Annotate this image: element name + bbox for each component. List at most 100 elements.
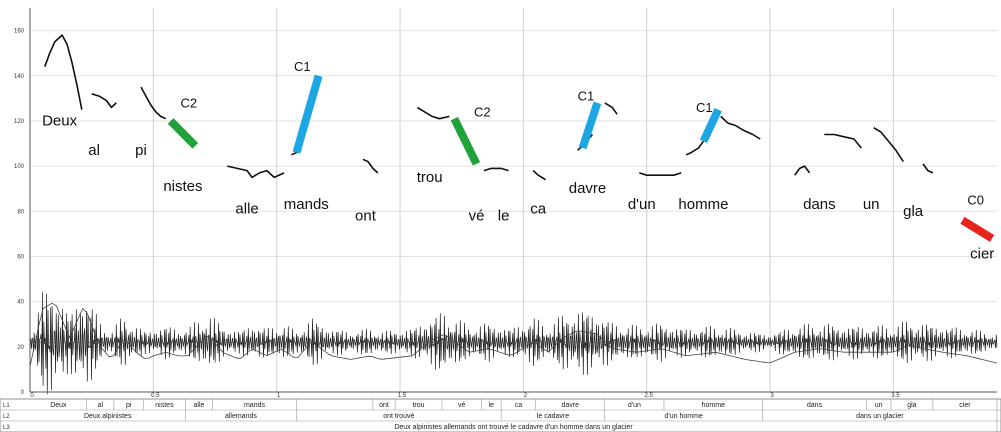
tier-label: L1 <box>3 403 10 409</box>
syllable-label: ont <box>355 207 377 224</box>
tier-cell: dans un glacier <box>856 413 904 420</box>
x-tick-label: 2.5 <box>645 393 654 399</box>
tier-cell: nistes <box>155 402 174 409</box>
syllable-label: le <box>498 207 510 224</box>
tier-cell: vé <box>458 402 466 409</box>
tier-cell: homme <box>702 402 725 409</box>
tier-cell: mands <box>244 402 266 409</box>
pitch-segment <box>91 93 117 109</box>
contour-label: C1 <box>578 89 595 104</box>
syllable-label: vé <box>469 207 485 224</box>
pitch-segment <box>922 163 934 174</box>
tier-cell: alle <box>194 402 205 409</box>
pitch-segment <box>639 172 682 176</box>
x-tick-label: 3.5 <box>891 393 900 399</box>
gridlines <box>29 8 997 393</box>
contour-bar <box>699 107 722 143</box>
x-tick-label: 3 <box>770 393 774 399</box>
x-tick-label: 0 <box>30 393 34 399</box>
syllable-label: trou <box>417 169 443 186</box>
syllable-label: al <box>88 142 100 159</box>
contour-bar <box>578 101 602 150</box>
pitch-segment <box>604 102 618 115</box>
tier-cell: un <box>875 402 883 409</box>
x-tick-label: 0.5 <box>151 393 160 399</box>
syllable-label: d'un <box>628 196 656 213</box>
pitch-segment <box>532 170 547 181</box>
syllable-label: dans <box>803 196 836 213</box>
y-tick-label: 60 <box>17 254 24 260</box>
syllable-label: pi <box>135 142 147 159</box>
x-tick-label: 1.5 <box>398 393 407 399</box>
waveform-trace <box>29 291 998 395</box>
x-tick-label: 1 <box>277 393 281 399</box>
pitch-segment <box>794 165 811 176</box>
tier-cell: trou <box>412 402 424 409</box>
syllable-label: davre <box>569 180 607 197</box>
tier-cell: allemands <box>225 413 257 420</box>
tier-cell: gla <box>907 402 916 409</box>
tier-frame <box>0 398 1001 432</box>
pitch-contour <box>44 34 934 181</box>
contour-label: C1 <box>696 100 713 115</box>
tier-cell: cier <box>959 402 971 409</box>
y-tick-label: 140 <box>14 74 25 80</box>
pitch-segment <box>416 106 450 120</box>
annotation-tiers: L1 Deux al pi nistes alle mands ont trou vé le ca da… <box>0 398 1001 432</box>
y-tick-label: 100 <box>14 164 25 170</box>
syllable-label: Deux <box>42 112 78 129</box>
pitch-segment <box>227 165 285 179</box>
pitch-segment <box>362 158 379 174</box>
syllable-label: gla <box>903 203 924 220</box>
syllable-label: homme <box>678 196 728 213</box>
contour-label: C0 <box>967 193 984 208</box>
waveform <box>29 291 998 395</box>
pitch-segment <box>824 133 862 149</box>
tier-cell: Deux alpinistes allemands ont trouvé le … <box>394 424 633 431</box>
syllable-label: cier <box>970 246 994 263</box>
syllable-label: alle <box>235 201 258 218</box>
pitch-segment <box>685 140 705 156</box>
contour-bar <box>167 118 199 149</box>
y-tick-label: 160 <box>14 29 25 35</box>
pitch-segment <box>483 167 509 172</box>
syllable-label: un <box>863 196 880 213</box>
tier-cell: ont trouvé <box>383 413 414 420</box>
tier-cell: ont <box>379 402 389 409</box>
axes: 0 20 40 60 80 100 120 140 160 0 0.5 1 1.5 2 2.5 3 3.5 <box>14 8 997 399</box>
y-tick-label: 40 <box>17 300 24 306</box>
plot-background <box>30 8 997 392</box>
y-tick-label: 80 <box>17 209 24 215</box>
tier-cell: d'un <box>628 402 641 409</box>
pitch-segment <box>873 127 904 163</box>
tier-cell: davre <box>561 402 579 409</box>
contour-markers: C2 C1 C2 C1 C1 C0 <box>167 59 995 242</box>
x-tick-label: 2 <box>524 393 528 399</box>
contour-bar <box>450 116 481 166</box>
contour-bar <box>960 216 995 242</box>
tier-cell: Deux alpinistes <box>84 413 132 420</box>
tier-cell: ca <box>515 402 523 409</box>
tier-cell: Deux <box>50 402 67 409</box>
pitch-segment <box>720 115 761 140</box>
tier-cell: al <box>98 402 104 409</box>
contour-label: C2 <box>474 104 491 119</box>
contour-label: C1 <box>294 59 311 74</box>
tier-cell: le <box>489 402 495 409</box>
syllable-label: nistes <box>163 178 202 195</box>
tier-cell: pi <box>126 402 132 409</box>
tier-cell: d'un homme <box>665 413 703 420</box>
syllable-label: ca <box>530 201 547 218</box>
syllable-label: mands <box>284 196 329 213</box>
pitch-segment <box>44 34 83 110</box>
tier-label: L2 <box>3 414 10 420</box>
contour-bar <box>292 74 323 154</box>
pitch-segment <box>140 86 167 120</box>
y-tick-label: 20 <box>17 345 24 351</box>
intensity-curve <box>29 302 998 367</box>
contour-label: C2 <box>180 95 197 110</box>
tier-cell: dans <box>807 402 823 409</box>
